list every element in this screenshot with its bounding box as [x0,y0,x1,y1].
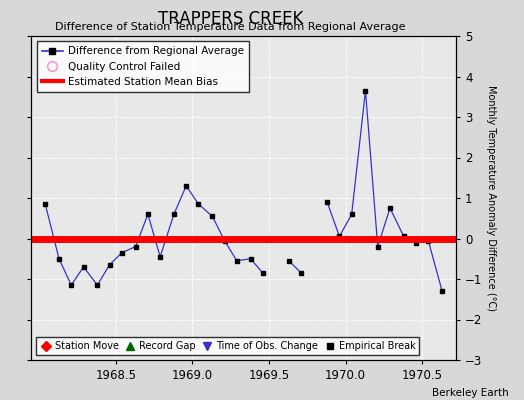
Y-axis label: Monthly Temperature Anomaly Difference (°C): Monthly Temperature Anomaly Difference (… [486,85,496,311]
Text: Difference of Station Temperature Data from Regional Average: Difference of Station Temperature Data f… [56,22,406,32]
Legend: Station Move, Record Gap, Time of Obs. Change, Empirical Break: Station Move, Record Gap, Time of Obs. C… [36,337,419,355]
Text: Berkeley Earth: Berkeley Earth [432,388,508,398]
Text: TRAPPERS CREEK: TRAPPERS CREEK [158,10,303,28]
